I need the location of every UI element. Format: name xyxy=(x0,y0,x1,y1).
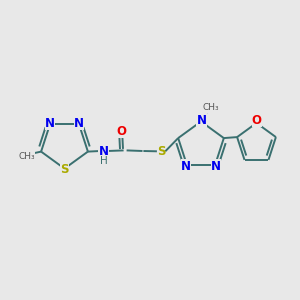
Text: S: S xyxy=(157,145,165,158)
Text: CH₃: CH₃ xyxy=(19,152,35,160)
Text: N: N xyxy=(98,145,109,158)
Text: S: S xyxy=(60,163,69,176)
Text: N: N xyxy=(196,113,207,127)
Text: O: O xyxy=(116,125,127,138)
Text: N: N xyxy=(181,160,191,172)
Text: N: N xyxy=(74,117,84,130)
Text: N: N xyxy=(211,160,221,172)
Text: O: O xyxy=(252,114,262,127)
Text: H: H xyxy=(100,156,108,166)
Text: N: N xyxy=(45,117,55,130)
Text: CH₃: CH₃ xyxy=(203,103,220,112)
